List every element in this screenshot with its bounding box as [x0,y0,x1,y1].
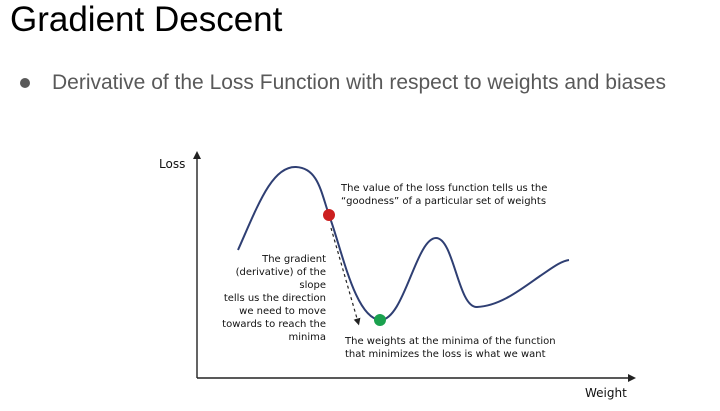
annotation-top-line2: “goodness” of a particular set of weight… [341,196,546,207]
current-point-marker [323,209,335,221]
annotation-bottom-line2: that minimizes the loss is what we want [345,349,546,360]
y-axis-label: Loss [159,157,185,171]
x-axis-label: Weight [585,386,627,400]
annotation-left-line: towards to reach the [222,319,326,330]
annotation-left: The gradient (derivative) of the slope t… [222,254,326,343]
annotation-top-line1: The value of the loss function tells us … [340,183,547,194]
slide-title: Gradient Descent [10,0,283,39]
annotation-left-line: The gradient [261,254,326,265]
annotation-left-line: (derivative) of the [236,267,326,278]
annotation-left-line: minima [288,332,326,343]
minimum-point-marker [374,314,386,326]
bullet-text: Derivative of the Loss Function with res… [52,71,666,94]
annotation-left-line: slope [299,280,326,291]
annotation-bottom-line1: The weights at the minima of the functio… [344,336,556,347]
annotation-left-line: tells us the direction [224,293,326,304]
bullet-item: Derivative of the Loss Function with res… [20,69,666,97]
gradient-arrow [330,227,361,326]
bullet-dot-icon [20,78,30,88]
annotation-left-line: we need to move [239,306,326,317]
loss-curve [237,165,570,322]
